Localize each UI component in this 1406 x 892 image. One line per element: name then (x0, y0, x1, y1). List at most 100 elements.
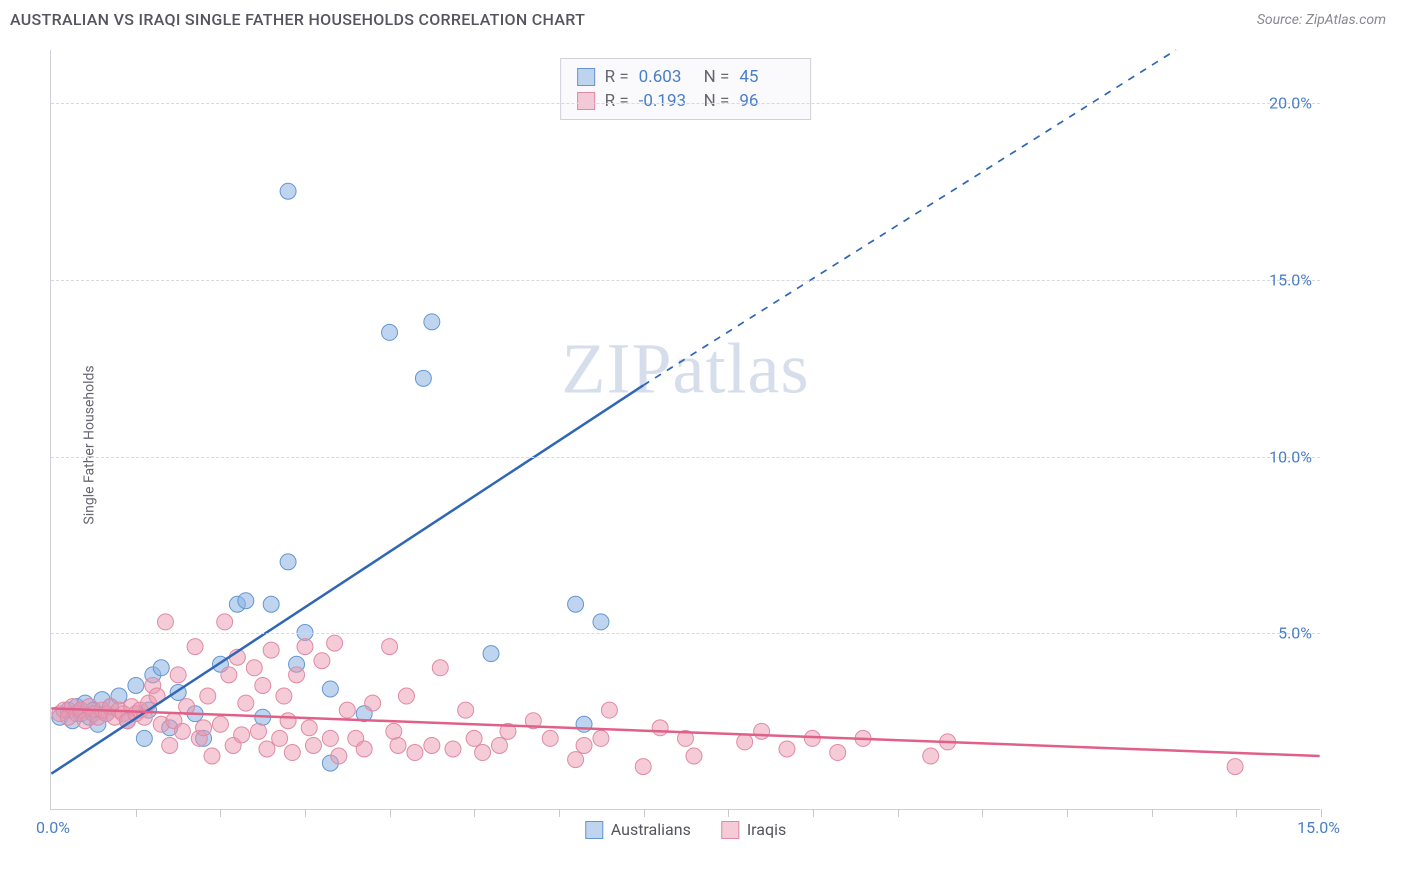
x-tick (220, 809, 221, 817)
chart-container: Single Father Households ZIPatlas R = 0.… (50, 50, 1390, 840)
gridline (51, 280, 1320, 281)
legend-swatch (585, 821, 603, 839)
data-point (297, 639, 313, 655)
data-point (128, 677, 144, 693)
data-point (263, 596, 279, 612)
data-point (263, 642, 279, 658)
y-tick-label: 15.0% (1269, 270, 1312, 289)
data-point (593, 614, 609, 630)
legend-item: Australians (585, 820, 691, 839)
data-point (255, 677, 271, 693)
legend: Australians Iraqis (585, 820, 786, 839)
y-tick-label: 10.0% (1269, 447, 1312, 466)
x-tick (898, 809, 899, 817)
data-point (280, 713, 296, 729)
chart-header: AUSTRALIAN VS IRAQI SINGLE FATHER HOUSEH… (0, 0, 1406, 35)
data-point (196, 720, 212, 736)
data-point (170, 667, 186, 683)
data-point (162, 737, 178, 753)
x-tick (1321, 809, 1322, 817)
gridline (51, 633, 1320, 634)
data-point (356, 741, 372, 757)
x-tick (559, 809, 560, 817)
data-point (424, 737, 440, 753)
legend-label: Australians (611, 820, 691, 839)
x-tick (728, 809, 729, 817)
series-swatch (577, 68, 595, 86)
stat-r-label: R = (605, 91, 629, 111)
plot-area: ZIPatlas R = 0.603N = 45R = -0.193N = 96… (50, 50, 1320, 810)
data-point (276, 688, 292, 704)
data-point (305, 737, 321, 753)
legend-swatch (721, 821, 739, 839)
chart-source: Source: ZipAtlas.com (1257, 12, 1386, 28)
y-tick-label: 20.0% (1269, 94, 1312, 113)
x-tick (1067, 809, 1068, 817)
x-tick (474, 809, 475, 817)
legend-label: Iraqis (747, 820, 786, 839)
data-point (432, 660, 448, 676)
data-point (174, 723, 190, 739)
stat-n-label: N = (704, 91, 730, 111)
series-swatch (577, 92, 595, 110)
x-tick-origin: 0.0% (36, 818, 70, 837)
data-point (445, 741, 461, 757)
data-point (382, 324, 398, 340)
data-point (1227, 759, 1243, 775)
data-point (568, 596, 584, 612)
data-point (200, 688, 216, 704)
data-point (234, 727, 250, 743)
data-point (272, 730, 288, 746)
stat-n-value: 96 (739, 91, 794, 111)
data-point (301, 720, 317, 736)
data-point (339, 702, 355, 718)
data-point (830, 745, 846, 761)
data-point (221, 667, 237, 683)
data-point (382, 639, 398, 655)
stat-r-value: 0.603 (639, 67, 694, 87)
data-point (284, 745, 300, 761)
data-point (923, 748, 939, 764)
data-point (601, 702, 617, 718)
x-tick-end: 15.0% (1297, 818, 1340, 837)
data-point (593, 730, 609, 746)
x-tick (644, 809, 645, 817)
data-point (466, 730, 482, 746)
data-point (398, 688, 414, 704)
stat-n-value: 45 (739, 67, 794, 87)
data-point (424, 314, 440, 330)
data-point (331, 748, 347, 764)
data-point (204, 748, 220, 764)
data-point (280, 554, 296, 570)
data-point (238, 695, 254, 711)
stat-r-value: -0.193 (639, 91, 694, 111)
stats-row: R = -0.193 N = 96 (577, 89, 795, 113)
plot-svg (51, 50, 1320, 809)
data-point (386, 723, 402, 739)
data-point (576, 737, 592, 753)
stat-r-label: R = (605, 67, 629, 87)
data-point (136, 730, 152, 746)
data-point (157, 614, 173, 630)
x-tick (136, 809, 137, 817)
data-point (652, 720, 668, 736)
data-point (212, 716, 228, 732)
data-point (314, 653, 330, 669)
x-tick (1152, 809, 1153, 817)
data-point (246, 660, 262, 676)
data-point (686, 748, 702, 764)
data-point (365, 695, 381, 711)
data-point (187, 639, 203, 655)
stats-row: R = 0.603N = 45 (577, 65, 795, 89)
data-point (576, 716, 592, 732)
data-point (238, 593, 254, 609)
data-point (407, 745, 423, 761)
data-point (415, 370, 431, 386)
x-tick (390, 809, 391, 817)
data-point (153, 660, 169, 676)
data-point (754, 723, 770, 739)
data-point (322, 730, 338, 746)
legend-item: Iraqis (721, 820, 786, 839)
data-point (542, 730, 558, 746)
x-tick (813, 809, 814, 817)
